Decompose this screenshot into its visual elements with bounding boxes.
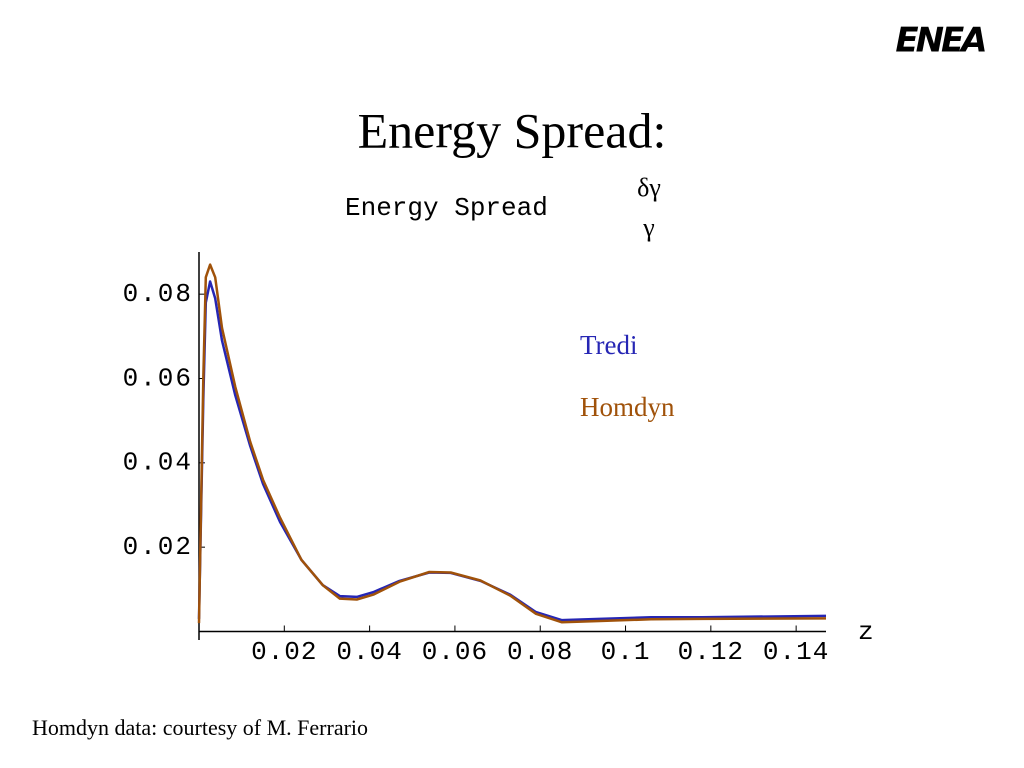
x-tick-label: 0.02: [251, 637, 317, 667]
y-tick-label: 0.08: [123, 279, 193, 309]
y-axis-label: Energy Spread: [345, 193, 548, 223]
y-tick-label: 0.06: [123, 363, 193, 393]
x-tick-label: 0.06: [422, 637, 488, 667]
footer: Homdyn data: courtesy of M. Ferrario: [32, 715, 368, 740]
x-tick-label: 0.12: [678, 637, 744, 667]
legend-label: Homdyn: [580, 392, 675, 422]
y-tick-label: 0.04: [123, 448, 193, 478]
fraction-denominator: γ: [642, 213, 655, 242]
logo: ENEA: [895, 21, 985, 61]
x-tick-label: 0.1: [601, 637, 651, 667]
x-tick-label: 0.04: [336, 637, 402, 667]
y-tick-label: 0.02: [123, 532, 193, 562]
legend-label: Tredi: [580, 330, 638, 360]
chart-title: Energy Spread:: [358, 102, 667, 158]
x-tick-label: 0.14: [763, 637, 829, 667]
fraction-numerator: δγ: [637, 173, 661, 202]
series-line: [197, 280, 827, 622]
x-axis-label: z: [858, 617, 874, 647]
series-line: [197, 263, 827, 624]
x-tick-label: 0.08: [507, 637, 573, 667]
